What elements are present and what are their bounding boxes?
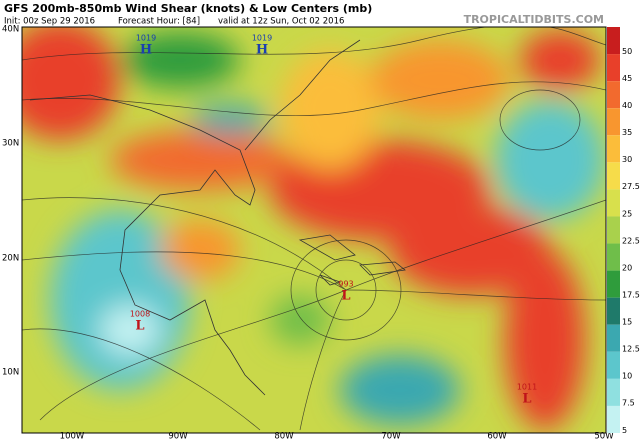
colorbar-swatch xyxy=(607,27,620,55)
colorbar-label: 10 xyxy=(622,372,632,381)
colorbar-label: 27.5 xyxy=(622,182,640,191)
pressure-symbol: L xyxy=(341,289,350,304)
lon-label: 100W xyxy=(60,432,85,442)
colorbar-label: 45 xyxy=(622,74,632,83)
colorbar-swatch xyxy=(607,162,620,190)
colorbar-swatch xyxy=(607,81,620,109)
colorbar-swatch xyxy=(607,351,620,379)
forecast-hour: Forecast Hour: [84] xyxy=(118,17,200,27)
lat-label: 40N xyxy=(2,25,19,35)
colorbar-label: 35 xyxy=(622,128,632,137)
colorbar-swatch xyxy=(607,189,620,217)
pressure-value: 1008 xyxy=(130,310,150,319)
lat-label: 20N xyxy=(2,254,19,264)
colorbar-label: 5 xyxy=(622,426,627,435)
map-frame xyxy=(21,26,607,434)
pressure-symbol: L xyxy=(135,319,144,334)
colorbar-swatch xyxy=(607,378,620,406)
colorbar-swatch xyxy=(607,135,620,163)
colorbar-label: 25 xyxy=(622,209,632,218)
colorbar-swatch xyxy=(607,324,620,352)
colorbar-swatch xyxy=(607,216,620,244)
lon-label: 60W xyxy=(487,432,507,442)
lat-label: 10N xyxy=(2,368,19,378)
colorbar-swatch xyxy=(607,297,620,325)
source: TROPICALTIDBITS.COM xyxy=(464,13,604,26)
colorbar-swatch xyxy=(607,270,620,298)
shear-field xyxy=(22,27,606,433)
pressure-symbol: L xyxy=(522,392,531,407)
pressure-symbol: H xyxy=(256,43,268,58)
pressure-symbol: H xyxy=(140,43,152,58)
colorbar-label: 22.5 xyxy=(622,236,640,245)
title: GFS 200mb-850mb Wind Shear (knots) & Low… xyxy=(4,2,372,15)
init: Init: 00z Sep 29 2016 xyxy=(4,17,95,27)
colorbar-label: 7.5 xyxy=(622,399,635,408)
colorbar-label: 15 xyxy=(622,318,632,327)
colorbar-swatch xyxy=(607,243,620,271)
colorbar-label: 17.5 xyxy=(622,290,640,299)
pressure-value: 993 xyxy=(338,280,353,289)
lon-label: 80W xyxy=(274,432,294,442)
lon-label: 70W xyxy=(381,432,401,442)
colorbar-label: 50 xyxy=(622,47,632,56)
colorbar-label: 20 xyxy=(622,263,632,272)
colorbar-label: 30 xyxy=(622,155,632,164)
colorbar-label: 12.5 xyxy=(622,345,640,354)
pressure-value: 1019 xyxy=(136,34,156,43)
lat-label: 30N xyxy=(2,139,19,149)
pressure-value: 1011 xyxy=(517,383,537,392)
colorbar-swatch xyxy=(607,54,620,82)
lon-label: 90W xyxy=(168,432,188,442)
valid-time: valid at 12z Sun, Oct 02 2016 xyxy=(218,17,344,27)
pressure-value: 1019 xyxy=(252,34,272,43)
colorbar-swatch xyxy=(607,108,620,136)
colorbar-label: 40 xyxy=(622,101,632,110)
lon-label: 50W xyxy=(594,432,614,442)
colorbar-swatch xyxy=(607,405,620,433)
